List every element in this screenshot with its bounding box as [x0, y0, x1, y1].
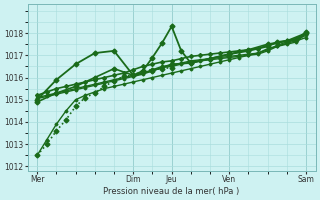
X-axis label: Pression niveau de la mer( hPa ): Pression niveau de la mer( hPa )	[103, 187, 240, 196]
